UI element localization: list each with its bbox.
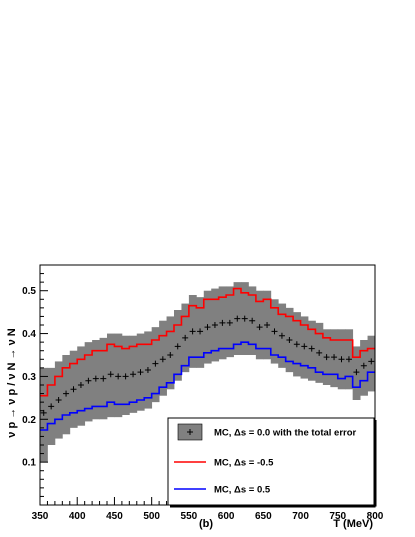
mc-marker: [353, 369, 360, 376]
mc-marker: [331, 354, 338, 361]
mc-marker: [122, 373, 129, 380]
mc-marker: [219, 319, 226, 326]
mc-marker: [308, 345, 315, 352]
mc-marker: [197, 328, 204, 335]
mc-marker: [249, 317, 256, 324]
mc-marker: [182, 334, 189, 341]
mc-marker: [338, 356, 345, 363]
mc-marker: [48, 403, 55, 410]
mc-marker: [174, 343, 181, 350]
mc-marker: [107, 371, 114, 378]
mc-marker: [144, 367, 151, 373]
step-lines: [40, 287, 375, 431]
mc-marker: [77, 382, 84, 388]
x-tick-label: 700: [292, 511, 309, 522]
mc-marker: [130, 371, 137, 378]
mc-marker: [293, 341, 300, 348]
legend-swatch-marker: [187, 429, 193, 435]
mc-marker: [55, 397, 62, 403]
mc-marker: [189, 328, 196, 335]
x-tick-label: 600: [218, 511, 235, 522]
mc-marker: [115, 373, 122, 380]
y-axis-label: ν p → ν p / ν N → ν N: [6, 328, 18, 437]
mc-marker: [301, 343, 308, 350]
mc-marker: [286, 337, 293, 343]
x-tick-label: 550: [181, 511, 198, 522]
x-tick-label: 750: [329, 511, 346, 522]
x-axis-label: T (MeV): [333, 518, 373, 530]
mc-marker: [345, 356, 352, 363]
x-tick-label: 400: [69, 511, 86, 522]
mc-marker: [264, 322, 271, 328]
step-line-ds-0.5: [40, 341, 375, 431]
legend: MC, Δs = 0.0 with the total error MC, Δs …: [167, 417, 377, 508]
mc-marker: [256, 324, 263, 331]
mc-marker: [100, 375, 107, 382]
mc-marker: [360, 362, 367, 369]
mc-marker: [211, 322, 218, 328]
mc-marker: [159, 356, 166, 363]
y-tick-label: 0.4: [22, 329, 36, 340]
x-tick-label: 800: [367, 511, 384, 522]
x-tick-label: 450: [106, 511, 123, 522]
mc-marker: [167, 352, 174, 358]
mc-marker: [241, 315, 248, 322]
step-line-ds-minus-0.5: [40, 287, 375, 397]
mc-marker: [234, 315, 241, 322]
mc-marker: [316, 349, 323, 356]
y-tick-label: 0.2: [22, 415, 36, 426]
x-tick-label: 650: [255, 511, 272, 522]
mc-marker: [368, 358, 375, 365]
panel-label: (b): [199, 518, 213, 530]
y-tick-label: 0.3: [22, 372, 36, 383]
mc-marker: [85, 377, 92, 384]
mc-markers: [40, 315, 375, 416]
mc-marker: [137, 369, 144, 376]
mc-marker: [278, 332, 285, 339]
y-tick-label: 0.5: [22, 286, 36, 297]
mc-marker: [92, 375, 99, 382]
legend-label: MC, Δs = -0.5: [214, 458, 274, 469]
x-tick-label: 500: [143, 511, 160, 522]
legend-label: MC, Δs = 0.0 with the total error: [214, 428, 357, 439]
x-tick-label: 350: [32, 511, 49, 522]
legend-label: MC, Δs = 0.5: [214, 485, 271, 496]
mc-marker: [204, 324, 211, 331]
mc-marker: [152, 360, 159, 367]
mc-marker: [63, 390, 70, 397]
mc-marker: [226, 319, 233, 326]
mc-marker: [70, 386, 77, 393]
mc-marker: [323, 354, 330, 361]
mc-marker: [271, 328, 278, 335]
y-tick-label: 0.1: [22, 458, 36, 469]
